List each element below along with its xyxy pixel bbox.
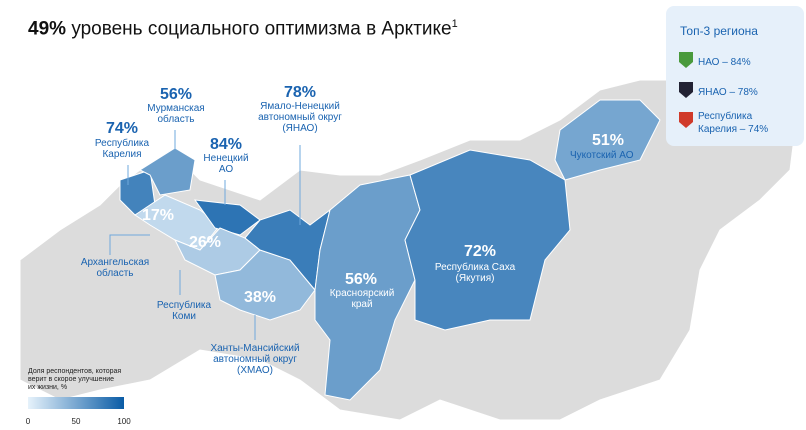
- region-shape: [134, 194, 221, 251]
- leader-lines: [109, 130, 301, 340]
- legend-tick-label: 0: [26, 417, 31, 426]
- region-name: Республика Саха (Якутия): [434, 262, 516, 284]
- regions: [119, 99, 661, 401]
- legend-tick-label: 50: [72, 417, 81, 426]
- top3-title: Топ-3 региона: [680, 24, 758, 38]
- icon: [679, 52, 693, 68]
- region-value: 72%: [463, 243, 497, 260]
- region-name: Республика Карелия: [94, 138, 150, 160]
- legend-gradient: [28, 397, 124, 409]
- region-name: Архангельская область: [80, 257, 150, 279]
- region-name: Чукотский АО: [570, 150, 634, 161]
- top3-item: ЯНАО – 78%: [698, 87, 758, 98]
- region-shape: [404, 149, 571, 331]
- icon: [679, 82, 693, 98]
- title-highlight: 49%: [28, 18, 67, 40]
- region-shape: [214, 249, 316, 321]
- region-shape: [193, 199, 261, 236]
- leader-line: [109, 234, 150, 255]
- region-name: Мурманская область: [147, 103, 205, 125]
- region-value: 84%: [209, 136, 243, 153]
- legend-title: Доля респондентов, которая верит в скоро…: [28, 368, 122, 391]
- region-value: 56%: [159, 86, 193, 103]
- legend-ticks: 0 50 100: [26, 417, 131, 426]
- icon: [679, 112, 693, 128]
- top3-item: НАО – 84%: [698, 57, 751, 68]
- region-value: 38%: [243, 289, 277, 306]
- region-value: 78%: [283, 84, 317, 101]
- region-shape: [554, 99, 661, 181]
- region-value: 26%: [188, 234, 222, 251]
- region-name: Красноярский край: [329, 288, 395, 310]
- title-text: уровень социального оптимизма в Арктике: [71, 18, 452, 40]
- title: 49% уровень социального оптимизма в Аркт…: [28, 18, 458, 40]
- region-name: Ханты-Мансийский автономный округ (ХМАО): [210, 343, 300, 376]
- legend-tick-label: 100: [117, 417, 131, 426]
- region-name: Ненецкий АО: [203, 153, 249, 175]
- region-name: Ямало-Ненецкий автономный округ (ЯНАО): [258, 101, 342, 134]
- region-value: 74%: [105, 120, 139, 137]
- region-icons: [679, 52, 693, 128]
- region-value: 51%: [591, 132, 625, 149]
- region-name: Республика Коми: [156, 300, 212, 322]
- top3-panel: Топ-3 региона НАО – 84% ЯНАО – 78% Респу…: [666, 6, 804, 146]
- region-value: 17%: [141, 207, 175, 224]
- footnote-mark: 1: [451, 18, 458, 30]
- region-value: 56%: [344, 271, 378, 288]
- top3-item: Республика Карелия – 74%: [698, 111, 769, 135]
